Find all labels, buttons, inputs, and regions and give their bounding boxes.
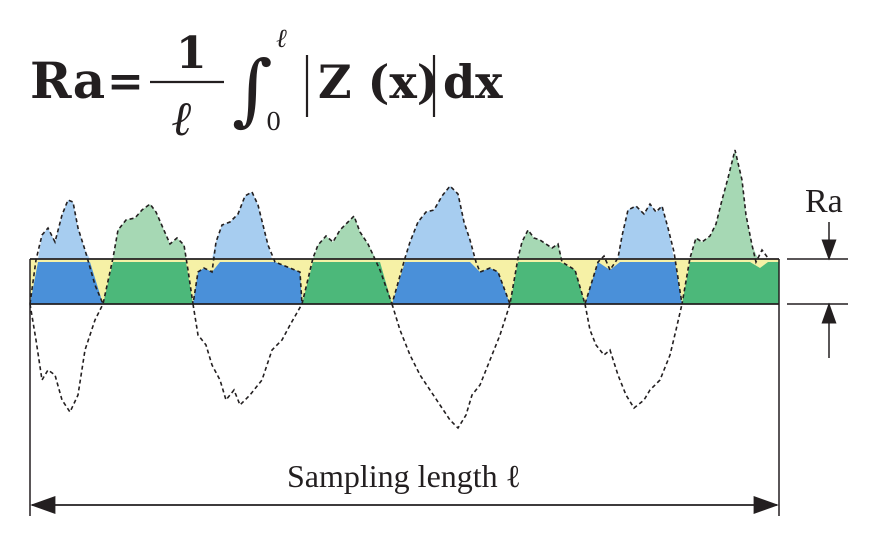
segment-green-4 — [682, 262, 779, 304]
folded-profile-segments — [30, 262, 779, 304]
sampling-length-label: Sampling length ℓ — [287, 458, 521, 494]
integral-lower-limit: 0 — [266, 108, 281, 136]
segment-blue-4 — [585, 262, 682, 304]
segment-blue-2 — [193, 262, 302, 304]
integral-upper-limit: ℓ — [276, 24, 287, 54]
formula-integrand: Z (x) — [318, 55, 439, 109]
ra-label: Ra — [805, 183, 843, 220]
peak-blue-3 — [405, 186, 474, 259]
profile-valleys — [29, 303, 683, 430]
peak-green-1 — [113, 204, 186, 259]
segment-green-3 — [510, 262, 585, 304]
peak-green-3 — [518, 230, 562, 259]
formula-denominator: ℓ — [172, 91, 193, 147]
formula-lhs: Ra — [30, 51, 105, 110]
formula-numerator: 1 — [176, 28, 207, 79]
integral-sign: ∫ — [232, 45, 273, 135]
segment-green-1 — [103, 262, 193, 304]
segment-blue-1 — [30, 262, 103, 304]
peak-blue-2 — [212, 192, 272, 259]
segment-green-2 — [302, 262, 392, 304]
profile-curve — [29, 149, 769, 308]
formula-equals: = — [107, 56, 144, 107]
peak-blue-4 — [618, 204, 674, 259]
peak-blue-1 — [38, 200, 90, 259]
formula-differential: dx — [443, 55, 503, 109]
ra-formula: Ra = 1 ℓ ∫ ℓ 0 Z (x) dx — [30, 24, 503, 147]
peak-green-4 — [690, 150, 758, 259]
peak-green-2 — [313, 216, 376, 259]
